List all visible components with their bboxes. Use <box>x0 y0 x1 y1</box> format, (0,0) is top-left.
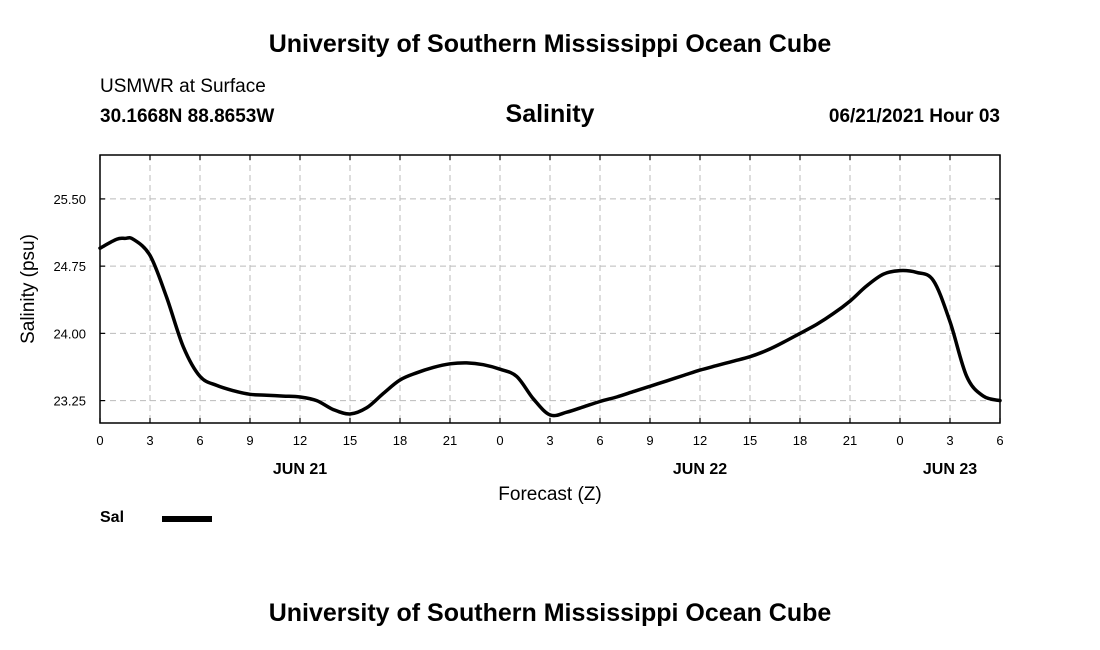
x-tick-label: 18 <box>793 433 807 448</box>
legend-swatch <box>162 516 212 522</box>
chart-title: Salinity <box>505 100 595 128</box>
x-tick-label: 9 <box>646 433 653 448</box>
x-tick-label: 0 <box>896 433 903 448</box>
station-name: USMWR at Surface <box>100 76 266 97</box>
x-tick-label: 6 <box>596 433 603 448</box>
station-coordinates: 30.1668N 88.8653W <box>100 106 275 127</box>
x-tick-label: 15 <box>743 433 757 448</box>
day-label: JUN 22 <box>673 461 727 478</box>
y-tick-label: 23.25 <box>53 394 86 409</box>
x-tick-label: 9 <box>246 433 253 448</box>
y-tick-label: 25.50 <box>53 192 86 207</box>
x-tick-label: 6 <box>996 433 1003 448</box>
x-tick-label: 15 <box>343 433 357 448</box>
x-tick-label: 12 <box>693 433 707 448</box>
x-tick-label: 0 <box>496 433 503 448</box>
x-tick-label: 3 <box>546 433 553 448</box>
x-tick-label: 21 <box>443 433 457 448</box>
y-tick-label: 24.75 <box>53 259 86 274</box>
day-label: JUN 21 <box>273 461 327 478</box>
x-tick-label: 3 <box>146 433 153 448</box>
day-label: JUN 23 <box>923 461 977 478</box>
series-line-sal <box>98 235 1002 418</box>
y-tick-label: 24.00 <box>53 326 86 341</box>
x-tick-label: 0 <box>96 433 103 448</box>
y-axis-label: Salinity (psu) <box>18 234 39 344</box>
page-title-top: University of Southern Mississippi Ocean… <box>268 30 832 58</box>
x-tick-label: 12 <box>293 433 307 448</box>
x-tick-label: 18 <box>393 433 407 448</box>
x-tick-label: 6 <box>196 433 203 448</box>
forecast-datetime: 06/21/2021 Hour 03 <box>828 106 1000 127</box>
legend-label: Sal <box>100 509 125 526</box>
page-title-bottom: University of Southern Mississippi Ocean… <box>268 599 832 627</box>
x-tick-label: 3 <box>946 433 953 448</box>
x-tick-label: 21 <box>843 433 857 448</box>
x-axis-label: Forecast (Z) <box>498 484 601 505</box>
